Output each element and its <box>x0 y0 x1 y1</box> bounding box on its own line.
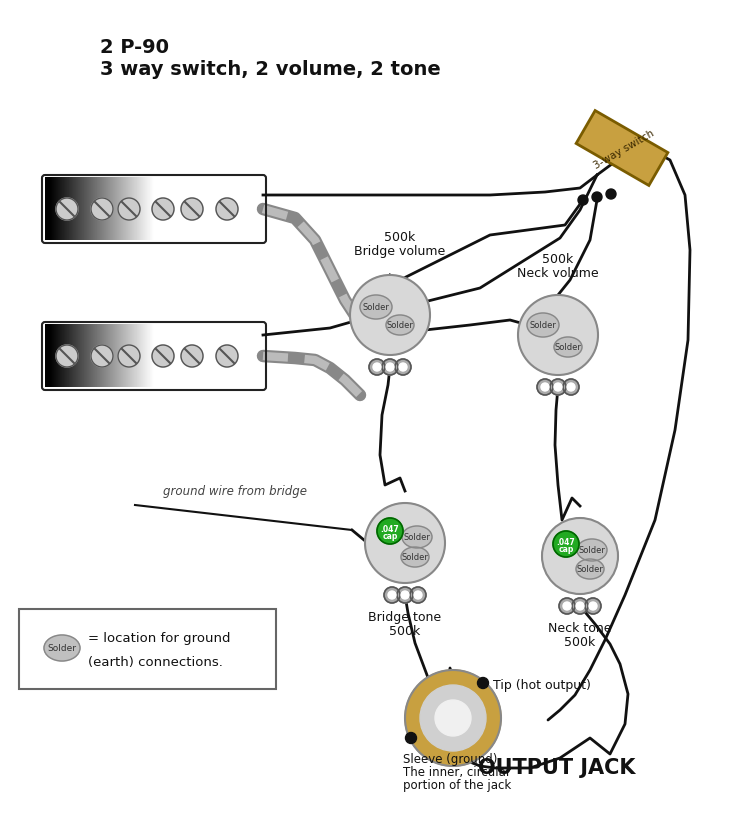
Text: Solder: Solder <box>402 552 428 561</box>
Circle shape <box>216 345 238 367</box>
Text: Sleeve (ground).: Sleeve (ground). <box>403 753 501 766</box>
Circle shape <box>542 518 618 594</box>
Circle shape <box>405 670 501 766</box>
Ellipse shape <box>402 526 432 548</box>
Text: Neck tone: Neck tone <box>548 622 612 635</box>
Text: 500k: 500k <box>389 625 421 638</box>
Circle shape <box>553 531 579 557</box>
Ellipse shape <box>44 635 80 661</box>
Circle shape <box>386 363 394 371</box>
Text: cap: cap <box>559 544 573 553</box>
Circle shape <box>377 518 403 544</box>
Circle shape <box>550 379 566 395</box>
Circle shape <box>350 275 430 355</box>
FancyBboxPatch shape <box>576 110 668 186</box>
Text: OUTPUT JACK: OUTPUT JACK <box>478 758 635 778</box>
Text: 500k: 500k <box>542 253 573 266</box>
Ellipse shape <box>401 547 429 567</box>
Text: Tip (hot output): Tip (hot output) <box>493 678 591 691</box>
Text: 500k: 500k <box>384 231 416 244</box>
Circle shape <box>152 198 174 220</box>
Text: Solder: Solder <box>386 321 414 330</box>
Circle shape <box>578 195 588 205</box>
Circle shape <box>384 587 400 603</box>
Ellipse shape <box>554 337 582 357</box>
Text: Solder: Solder <box>554 343 581 352</box>
Circle shape <box>388 591 396 599</box>
Text: Bridge volume: Bridge volume <box>354 245 445 258</box>
Circle shape <box>589 602 597 610</box>
Circle shape <box>554 383 562 391</box>
Circle shape <box>216 198 238 220</box>
Text: Solder: Solder <box>363 302 389 312</box>
Text: 500k: 500k <box>565 636 595 649</box>
Circle shape <box>181 345 203 367</box>
Circle shape <box>406 732 417 744</box>
Circle shape <box>399 363 407 371</box>
Text: .047: .047 <box>381 524 400 533</box>
Circle shape <box>118 198 140 220</box>
Circle shape <box>91 345 113 367</box>
Text: portion of the jack: portion of the jack <box>403 779 512 792</box>
Text: Bridge tone: Bridge tone <box>369 611 442 624</box>
Circle shape <box>420 685 486 751</box>
Circle shape <box>91 198 113 220</box>
Text: Solder: Solder <box>48 644 77 653</box>
Circle shape <box>563 379 579 395</box>
Circle shape <box>397 587 413 603</box>
Circle shape <box>592 192 602 202</box>
Circle shape <box>606 189 616 199</box>
Circle shape <box>382 359 398 375</box>
Circle shape <box>401 591 409 599</box>
Text: .047: .047 <box>556 538 576 547</box>
Circle shape <box>410 587 426 603</box>
Circle shape <box>537 379 553 395</box>
Text: ground wire from bridge: ground wire from bridge <box>163 485 307 498</box>
Circle shape <box>541 383 549 391</box>
Circle shape <box>373 363 381 371</box>
Text: Solder: Solder <box>576 565 604 574</box>
Text: (earth) connections.: (earth) connections. <box>88 655 223 668</box>
Ellipse shape <box>386 315 414 335</box>
Text: The inner, circular: The inner, circular <box>403 766 511 779</box>
Text: = location for ground: = location for ground <box>88 631 230 644</box>
Circle shape <box>563 602 571 610</box>
Text: Solder: Solder <box>578 546 606 555</box>
Circle shape <box>395 359 411 375</box>
Circle shape <box>478 677 489 689</box>
Circle shape <box>559 598 575 614</box>
Ellipse shape <box>527 313 559 337</box>
Text: Neck volume: Neck volume <box>517 267 599 280</box>
Circle shape <box>152 345 174 367</box>
Circle shape <box>567 383 575 391</box>
Text: 3 way switch, 2 volume, 2 tone: 3 way switch, 2 volume, 2 tone <box>100 60 441 79</box>
Circle shape <box>56 345 78 367</box>
Circle shape <box>56 198 78 220</box>
Circle shape <box>585 598 601 614</box>
Text: Solder: Solder <box>530 321 556 330</box>
Circle shape <box>118 345 140 367</box>
FancyBboxPatch shape <box>19 609 276 689</box>
Circle shape <box>414 591 422 599</box>
Circle shape <box>365 503 445 583</box>
Circle shape <box>576 602 584 610</box>
Circle shape <box>369 359 385 375</box>
Text: 2 P-90: 2 P-90 <box>100 38 169 57</box>
Circle shape <box>518 295 598 375</box>
Ellipse shape <box>360 295 392 319</box>
Circle shape <box>572 598 588 614</box>
Circle shape <box>181 198 203 220</box>
Text: Solder: Solder <box>403 533 431 542</box>
Text: cap: cap <box>382 532 397 541</box>
Text: 3-way switch: 3-way switch <box>592 128 656 171</box>
Circle shape <box>435 700 471 736</box>
Ellipse shape <box>577 539 607 561</box>
Ellipse shape <box>576 559 604 579</box>
